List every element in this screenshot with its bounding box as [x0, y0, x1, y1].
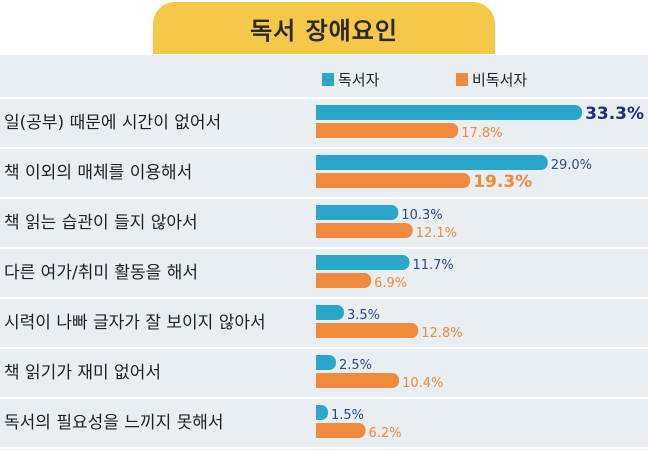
- bar-nonreader: [316, 223, 413, 238]
- bar-reader: [316, 405, 328, 420]
- bar-reader: [316, 155, 548, 170]
- category-label: 독서의 필요성을 느끼지 못해서: [4, 413, 224, 433]
- bar-reader: [316, 105, 583, 121]
- data-label: 12.1%: [416, 226, 457, 241]
- data-label: 10.4%: [402, 376, 443, 391]
- bar-nonreader: [316, 423, 366, 438]
- bar-nonreader: [316, 373, 400, 388]
- legend-label: 독서자: [338, 71, 380, 89]
- data-label: 6.2%: [369, 426, 402, 441]
- data-label: 6.9%: [374, 276, 407, 291]
- data-label: 17.8%: [461, 126, 502, 141]
- data-label: 19.3%: [473, 172, 532, 192]
- bar-reader: [316, 255, 410, 270]
- legend-swatch: [456, 73, 468, 86]
- chart-title: 독서 장애요인: [250, 16, 398, 45]
- bar-reader: [316, 205, 399, 220]
- bar-nonreader: [316, 273, 372, 288]
- bar-reader: [316, 355, 336, 370]
- category-label: 책 읽는 습관이 들지 않아서: [4, 213, 198, 233]
- category-label: 일(공부) 때문에 시간이 없어서: [4, 113, 221, 133]
- data-label: 2.5%: [339, 358, 372, 373]
- category-label: 책 읽기가 재미 없어서: [4, 363, 161, 383]
- bar-nonreader: [316, 323, 419, 338]
- title-tab: 독서 장애요인: [153, 2, 495, 54]
- bar-nonreader: [316, 123, 459, 138]
- legend-swatch: [322, 73, 334, 86]
- category-label: 다른 여가/취미 활동을 해서: [4, 263, 198, 283]
- data-label: 3.5%: [347, 308, 380, 323]
- category-label: 책 이외의 매체를 이용해서: [4, 163, 192, 183]
- legend-label: 비독서자: [472, 71, 527, 89]
- data-label: 1.5%: [331, 408, 364, 423]
- category-label: 시력이 나빠 글자가 잘 보이지 않아서: [4, 313, 266, 333]
- bar-nonreader: [316, 173, 471, 188]
- data-label: 10.3%: [401, 208, 442, 223]
- data-label: 33.3%: [585, 104, 644, 124]
- bar-reader: [316, 305, 344, 320]
- data-label: 29.0%: [551, 158, 592, 173]
- data-label: 11.7%: [412, 258, 453, 273]
- data-label: 12.8%: [421, 326, 462, 341]
